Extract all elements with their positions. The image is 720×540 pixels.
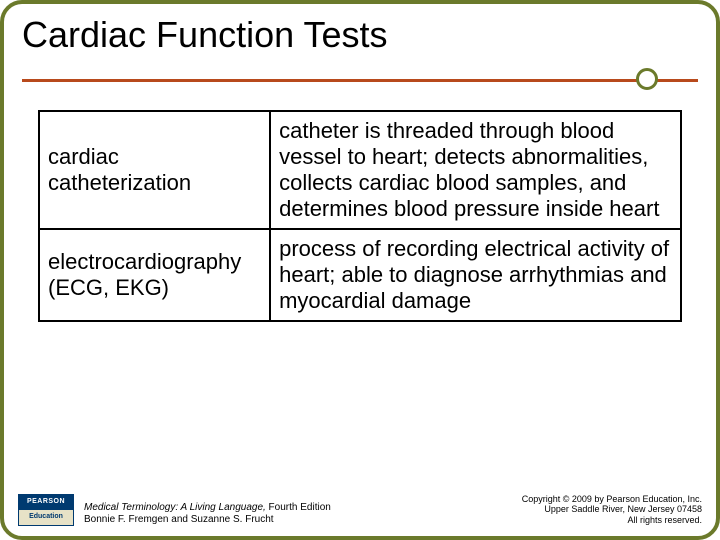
table-row: cardiac catheterization catheter is thre… (39, 111, 681, 229)
copyright-block: Copyright © 2009 by Pearson Education, I… (522, 494, 702, 526)
term-cell: cardiac catheterization (39, 111, 270, 229)
footer-left: PEARSON Education Medical Terminology: A… (18, 494, 331, 526)
definition-cell: process of recording electrical activity… (270, 229, 681, 321)
copyright-line2: Upper Saddle River, New Jersey 07458 (522, 504, 702, 515)
content-area: cardiac catheterization catheter is thre… (38, 110, 682, 322)
rule-line (22, 79, 698, 82)
slide-title: Cardiac Function Tests (22, 14, 698, 56)
copyright-line1: Copyright © 2009 by Pearson Education, I… (522, 494, 702, 505)
terms-table: cardiac catheterization catheter is thre… (38, 110, 682, 322)
pearson-logo: PEARSON Education (18, 494, 74, 526)
reference-authors: Bonnie F. Fremgen and Suzanne S. Frucht (84, 514, 331, 526)
slide-frame: Cardiac Function Tests cardiac catheteri… (0, 0, 720, 540)
reference-block: Medical Terminology: A Living Language, … (84, 502, 331, 526)
rule-dot (636, 68, 658, 90)
term-cell: electrocardiography (ECG, EKG) (39, 229, 270, 321)
pearson-logo-bottom: Education (19, 510, 73, 525)
title-rule (22, 68, 698, 92)
reference-edition: Fourth Edition (266, 502, 331, 513)
definition-cell: catheter is threaded through blood vesse… (270, 111, 681, 229)
pearson-logo-top: PEARSON (19, 495, 73, 510)
table-row: electrocardiography (ECG, EKG) process o… (39, 229, 681, 321)
title-area: Cardiac Function Tests (4, 4, 716, 62)
footer: PEARSON Education Medical Terminology: A… (18, 494, 702, 526)
reference-title: Medical Terminology: A Living Language, (84, 502, 266, 513)
copyright-line3: All rights reserved. (522, 515, 702, 526)
reference-line1: Medical Terminology: A Living Language, … (84, 502, 331, 514)
